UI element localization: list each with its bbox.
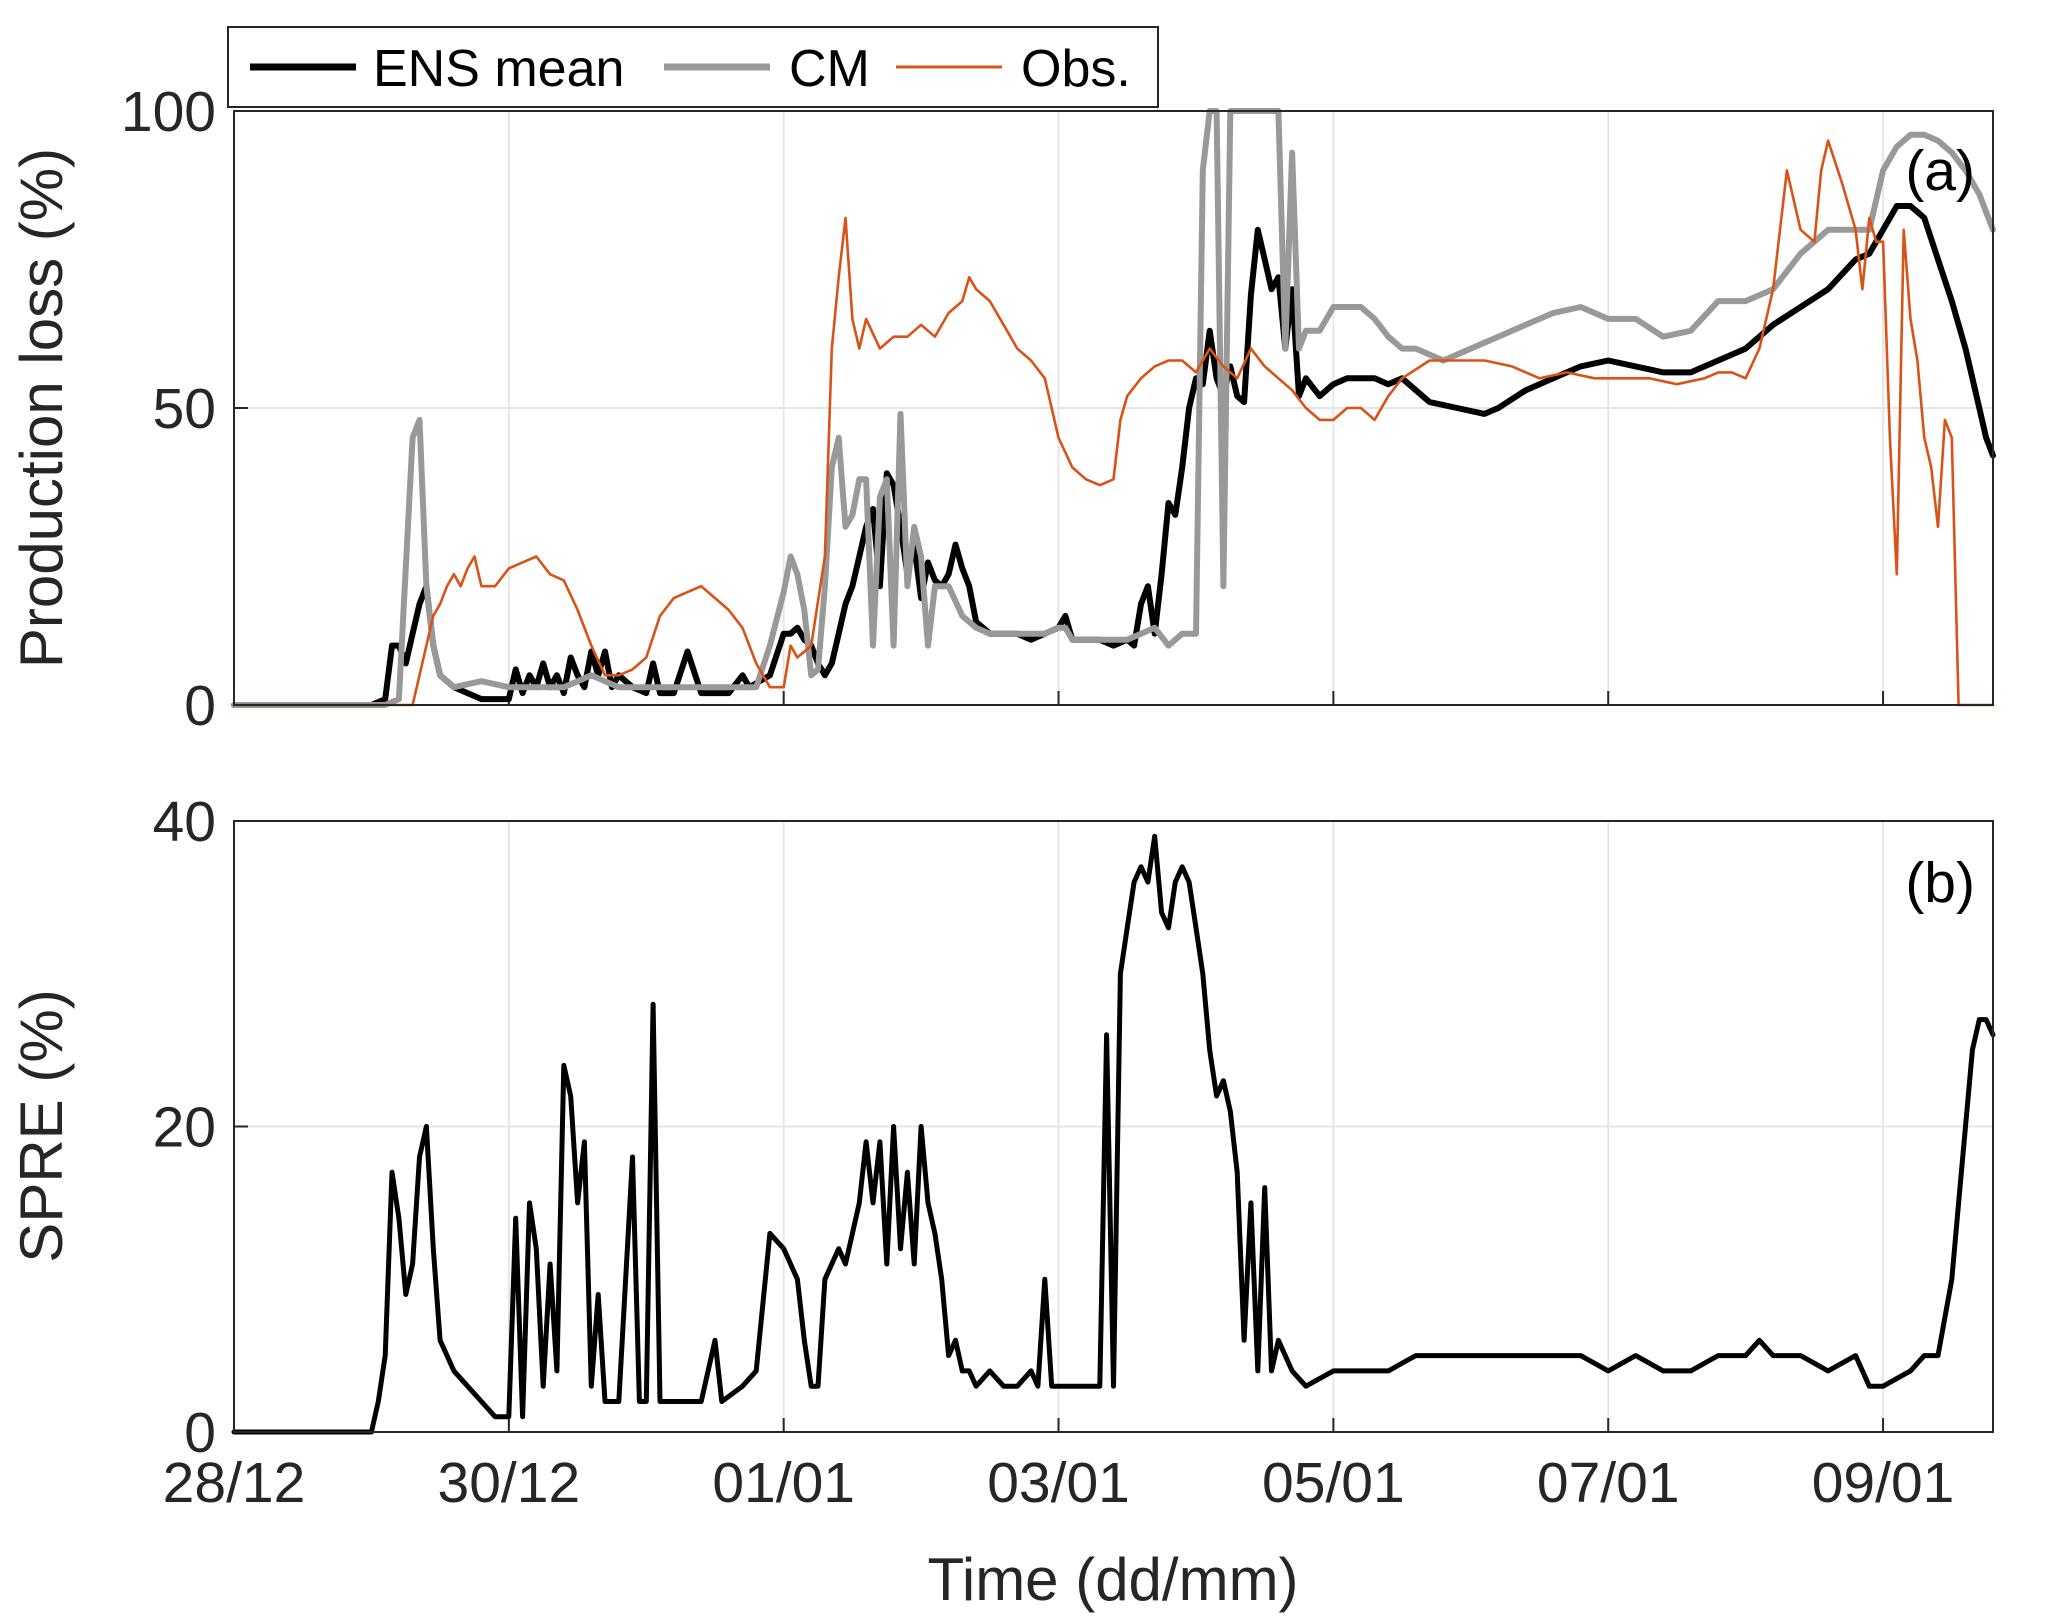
panel-b-label: (b) — [1905, 851, 1975, 915]
x-tick-label-2: 01/01 — [712, 1451, 855, 1515]
x-tick-label-3: 03/01 — [987, 1451, 1130, 1515]
y-tick-label-a-1: 50 — [153, 377, 216, 441]
panel-a-production-loss: 0 50 100 (a) Production loss (%) — [8, 80, 1996, 738]
y-tick-label-b-0: 0 — [184, 1401, 216, 1465]
panel-a-y-ticks: 0 50 100 — [121, 80, 216, 738]
panel-a-label: (a) — [1905, 139, 1975, 203]
legend-label-obs: Obs. — [1021, 40, 1131, 98]
panel-b-axes-box — [233, 820, 1994, 1433]
panel-b-y-axis-title: SPRE (%) — [8, 989, 75, 1262]
y-tick-label-b-1: 20 — [153, 1096, 216, 1160]
y-tick-label-b-2: 40 — [153, 790, 216, 854]
legend-label-cm: CM — [789, 40, 870, 98]
series-line-spre-b — [231, 833, 1996, 1435]
x-axis-title: Time (dd/mm) — [927, 1546, 1298, 1613]
panel-a-series — [231, 108, 1996, 708]
x-tick-label-1: 30/12 — [438, 1451, 581, 1515]
panel-a-y-axis-title: Production loss (%) — [8, 148, 75, 668]
x-tick-label-5: 07/01 — [1537, 1451, 1680, 1515]
x-tick-label-0: 28/12 — [163, 1451, 306, 1515]
y-tick-label-a-0: 0 — [184, 674, 216, 738]
legend-label-ens-mean: ENS mean — [373, 40, 624, 98]
x-tick-label-6: 09/01 — [1812, 1451, 1955, 1515]
panel-b-x-ticks: 28/12 30/12 01/01 03/01 05/01 07/01 09/01 — [163, 1451, 1955, 1515]
x-tick-label-4: 05/01 — [1262, 1451, 1405, 1515]
series-line-obs-a — [232, 139, 1995, 707]
legend: ENS mean CM Obs. — [227, 26, 1159, 108]
y-tick-label-a-2: 100 — [121, 80, 216, 144]
panel-b-y-ticks: 0 20 40 — [153, 790, 216, 1465]
panel-a-axes-box — [233, 110, 1994, 706]
panel-b-series — [231, 833, 1996, 1435]
panel-b-spre: 0 20 40 28/12 30/12 01/01 03/01 05/01 07/01 09/0… — [8, 790, 1996, 1613]
